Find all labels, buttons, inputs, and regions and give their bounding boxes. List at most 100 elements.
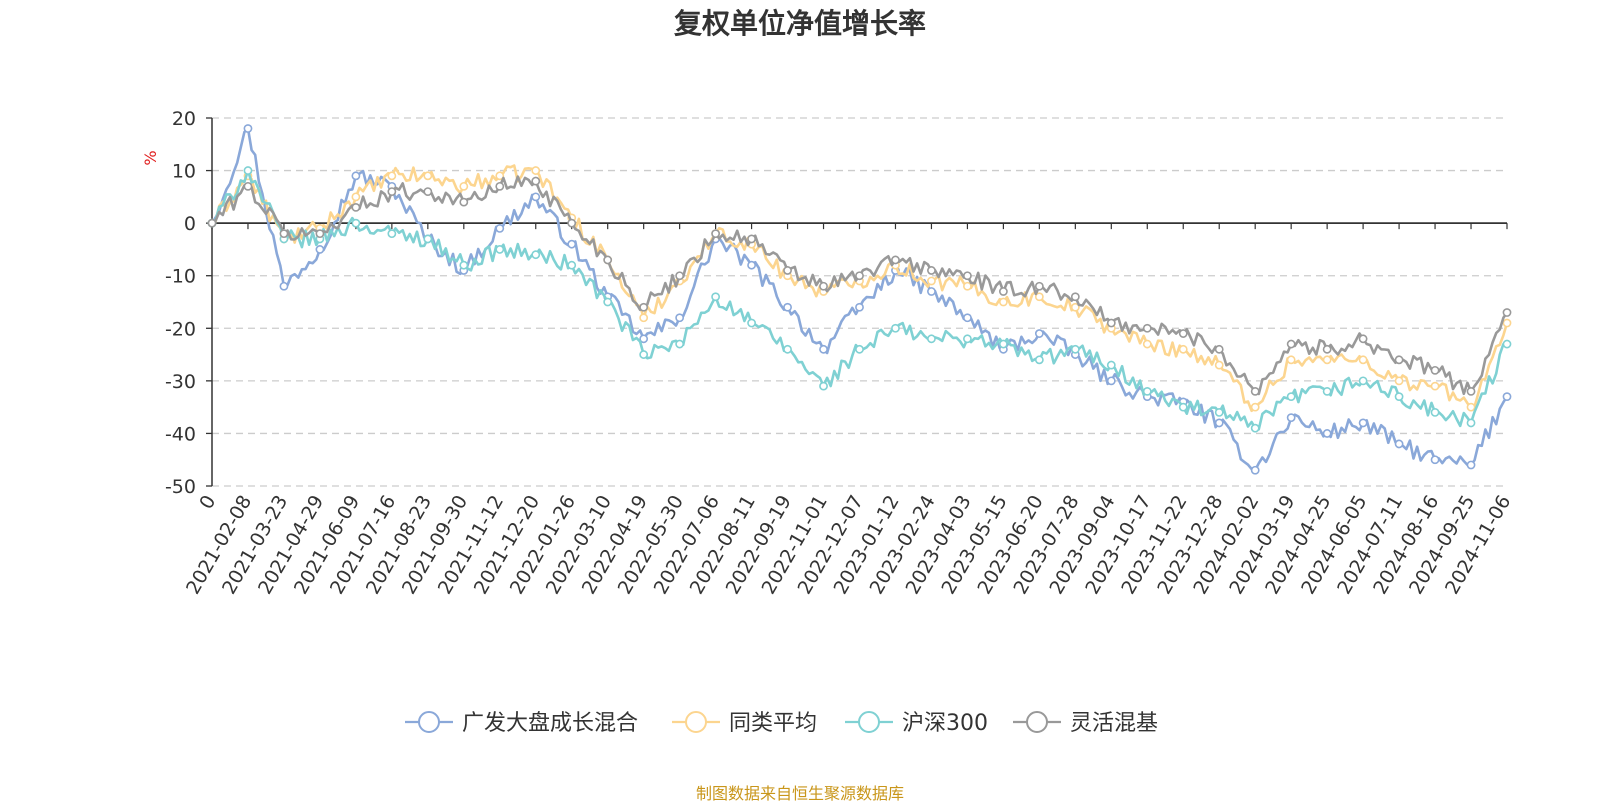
data-point: [315, 229, 325, 239]
data-point: [1322, 344, 1332, 354]
data-point: [495, 171, 505, 181]
data-point: [1178, 402, 1188, 412]
data-point: [639, 302, 649, 312]
data-point: [243, 181, 253, 191]
data-point: [711, 292, 721, 302]
data-point: [1286, 339, 1296, 349]
series-line: [211, 164, 1509, 413]
data-point: [567, 239, 577, 249]
data-point: [1142, 386, 1152, 396]
data-point: [423, 234, 433, 244]
data-point: [1034, 292, 1044, 302]
y-tick-label: -10: [165, 266, 196, 288]
data-point: [1394, 392, 1404, 402]
data-point: [711, 229, 721, 239]
y-tick-label: -40: [165, 423, 196, 445]
x-tick-label: 0: [195, 492, 220, 513]
data-point: [495, 223, 505, 233]
legend-marker: [418, 711, 440, 733]
data-point: [963, 313, 972, 323]
data-source-note: 制图数据来自恒生聚源数据库: [695, 784, 904, 803]
data-point: [351, 218, 361, 228]
data-point: [423, 187, 433, 196]
data-point: [891, 255, 900, 265]
data-point: [1250, 423, 1260, 433]
data-point: [1358, 418, 1368, 428]
data-point: [1250, 465, 1260, 475]
data-point: [639, 313, 649, 323]
y-tick-label: 20: [172, 108, 196, 130]
data-point: [567, 218, 577, 228]
data-point: [1286, 392, 1296, 402]
data-point: [675, 271, 685, 281]
data-point: [1466, 386, 1476, 396]
data-point: [747, 234, 756, 244]
data-point: [1430, 407, 1440, 417]
data-point: [819, 281, 828, 291]
data-point: [243, 124, 253, 133]
data-point: [1322, 429, 1332, 438]
data-point: [1034, 281, 1044, 291]
data-point: [387, 171, 397, 181]
data-point: [495, 245, 505, 254]
data-point: [891, 323, 900, 333]
data-point: [1034, 355, 1044, 365]
data-point: [603, 297, 613, 307]
data-point: [998, 339, 1008, 349]
data-point: [819, 381, 828, 391]
y-tick-label: 10: [172, 161, 196, 183]
data-point: [243, 166, 253, 175]
data-point: [1178, 344, 1188, 354]
data-point: [927, 276, 936, 286]
data-point: [747, 260, 756, 270]
grid-lines: [212, 117, 1507, 487]
legend-label: 同类平均: [729, 711, 817, 736]
data-point: [1214, 407, 1224, 417]
data-point: [1106, 318, 1116, 328]
data-point: [1214, 418, 1224, 428]
data-point: [639, 334, 649, 344]
data-point: [459, 197, 469, 207]
data-point: [1430, 381, 1440, 391]
legend-marker: [1026, 711, 1048, 733]
data-point: [459, 181, 469, 191]
data-point: [855, 271, 864, 281]
data-point: [783, 344, 792, 354]
data-point: [1286, 413, 1296, 423]
legend-label: 沪深300: [902, 711, 988, 736]
data-point: [675, 339, 685, 349]
legend-marker: [858, 711, 880, 733]
data-point: [1070, 302, 1080, 312]
data-point: [1358, 355, 1368, 365]
data-point: [495, 181, 505, 191]
data-point: [531, 176, 541, 186]
data-point: [1502, 392, 1512, 402]
y-tick-label: -30: [165, 371, 196, 393]
data-point: [1502, 308, 1512, 317]
data-point: [927, 266, 936, 275]
data-point: [531, 166, 541, 175]
data-point: [1430, 455, 1440, 465]
data-point: [531, 250, 541, 260]
data-point: [1214, 360, 1224, 370]
data-point: [1322, 355, 1332, 365]
data-point: [998, 297, 1008, 307]
series-lines: [207, 124, 1512, 475]
data-point: [567, 260, 577, 270]
data-point: [783, 302, 792, 312]
data-point: [1466, 402, 1476, 412]
data-point: [1430, 365, 1440, 375]
data-point: [675, 313, 685, 323]
data-point: [1070, 292, 1080, 302]
data-point: [1394, 376, 1404, 386]
data-point: [1394, 439, 1404, 449]
x-axis: 02021-02-082021-03-232021-04-292021-06-0…: [182, 222, 1515, 598]
data-point: [279, 229, 289, 239]
legend-label: 灵活混基: [1070, 711, 1158, 736]
data-point: [1142, 339, 1152, 349]
data-point: [351, 171, 361, 181]
legend-marker: [685, 711, 707, 733]
y-axis-unit-label: %: [141, 150, 160, 165]
data-point: [783, 266, 792, 275]
